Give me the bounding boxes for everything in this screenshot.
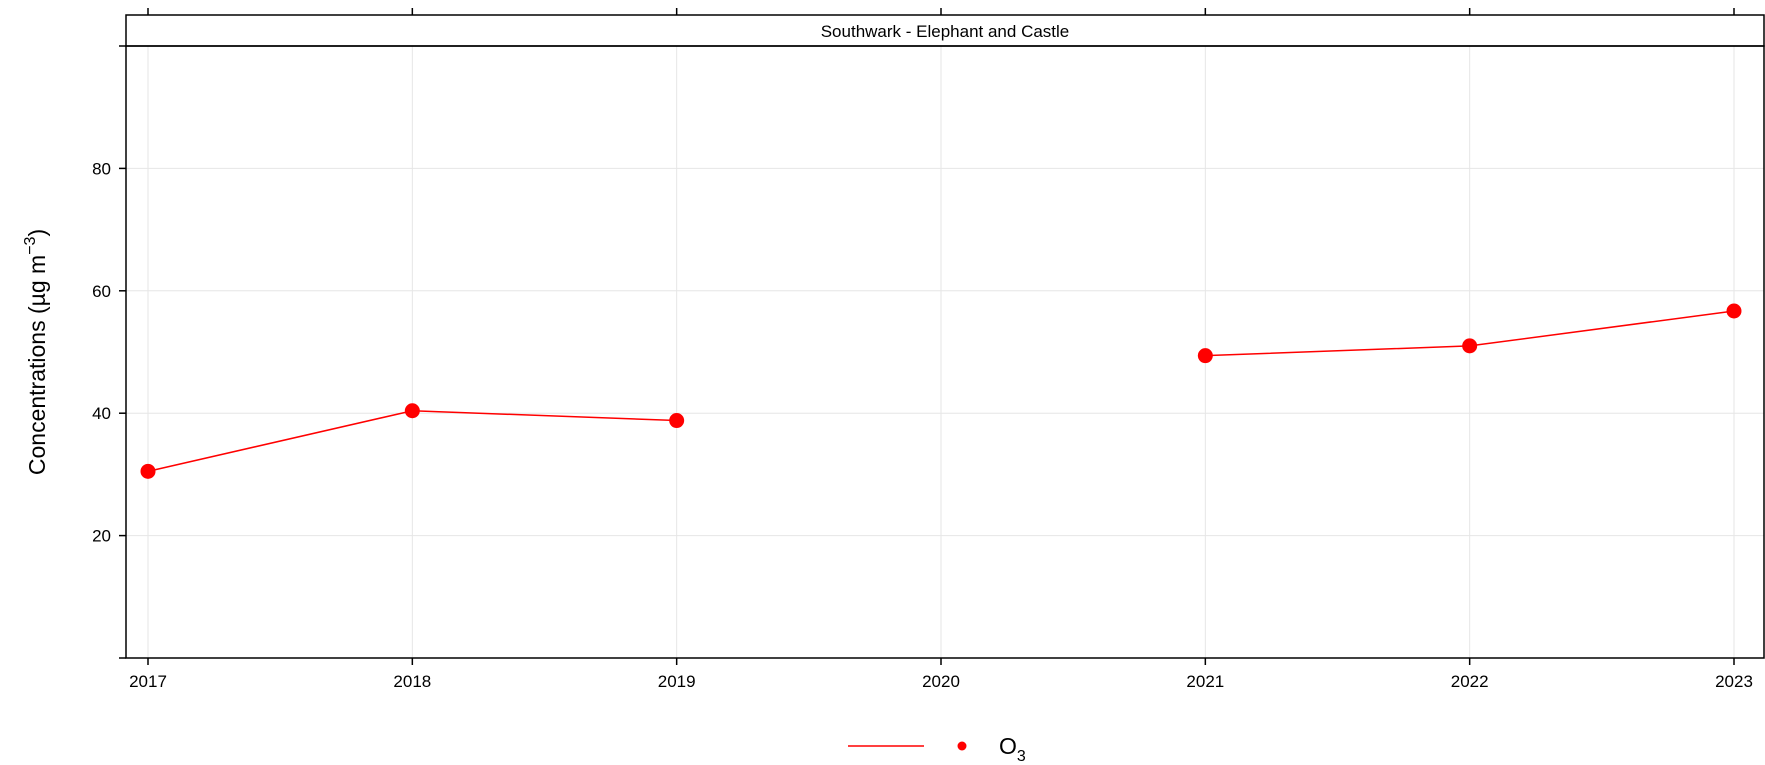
legend-label: O3: [999, 733, 1026, 765]
x-tick-label: 2023: [1715, 672, 1753, 691]
y-tick-label: 40: [92, 404, 111, 423]
y-tick-label: 20: [92, 527, 111, 546]
strip-box: [125, 14, 1765, 47]
legend-label-main: O: [999, 733, 1017, 759]
data-point: [1197, 348, 1213, 364]
x-tick-label: 2017: [129, 672, 167, 691]
strip-header: Southwark - Elephant and Castle: [125, 14, 1765, 47]
data-point: [1462, 338, 1478, 354]
data-point: [140, 463, 156, 479]
x-tick-label: 2019: [658, 672, 696, 691]
x-tick-label: 2021: [1186, 672, 1224, 691]
x-tick-label: 2018: [393, 672, 431, 691]
y-axis-label-close: ): [24, 229, 50, 237]
y-axis: 20 40 60 80: [92, 45, 126, 659]
data-point: [404, 403, 420, 419]
x-tick-label: 2020: [922, 672, 960, 691]
legend-marker-sample: [957, 741, 967, 751]
y-tick-label: 60: [92, 282, 111, 301]
x-axis: 2017 2018 2019 2020 2021 2022 2023: [129, 8, 1753, 691]
data-point: [1726, 303, 1742, 319]
y-axis-label-superscript: −3: [22, 236, 39, 254]
series-group: [140, 303, 1742, 479]
plot-panel: [125, 45, 1765, 659]
data-point: [669, 413, 685, 429]
y-axis-label: Concentrations (µg m−3): [22, 229, 50, 475]
chart-title: Southwark - Elephant and Castle: [821, 22, 1070, 41]
legend: O3: [848, 733, 1026, 765]
legend-label-subscript: 3: [1017, 748, 1026, 765]
y-tick-label: 80: [92, 159, 111, 178]
x-tick-label: 2022: [1451, 672, 1489, 691]
y-axis-label-main: Concentrations (µg m: [24, 255, 50, 475]
